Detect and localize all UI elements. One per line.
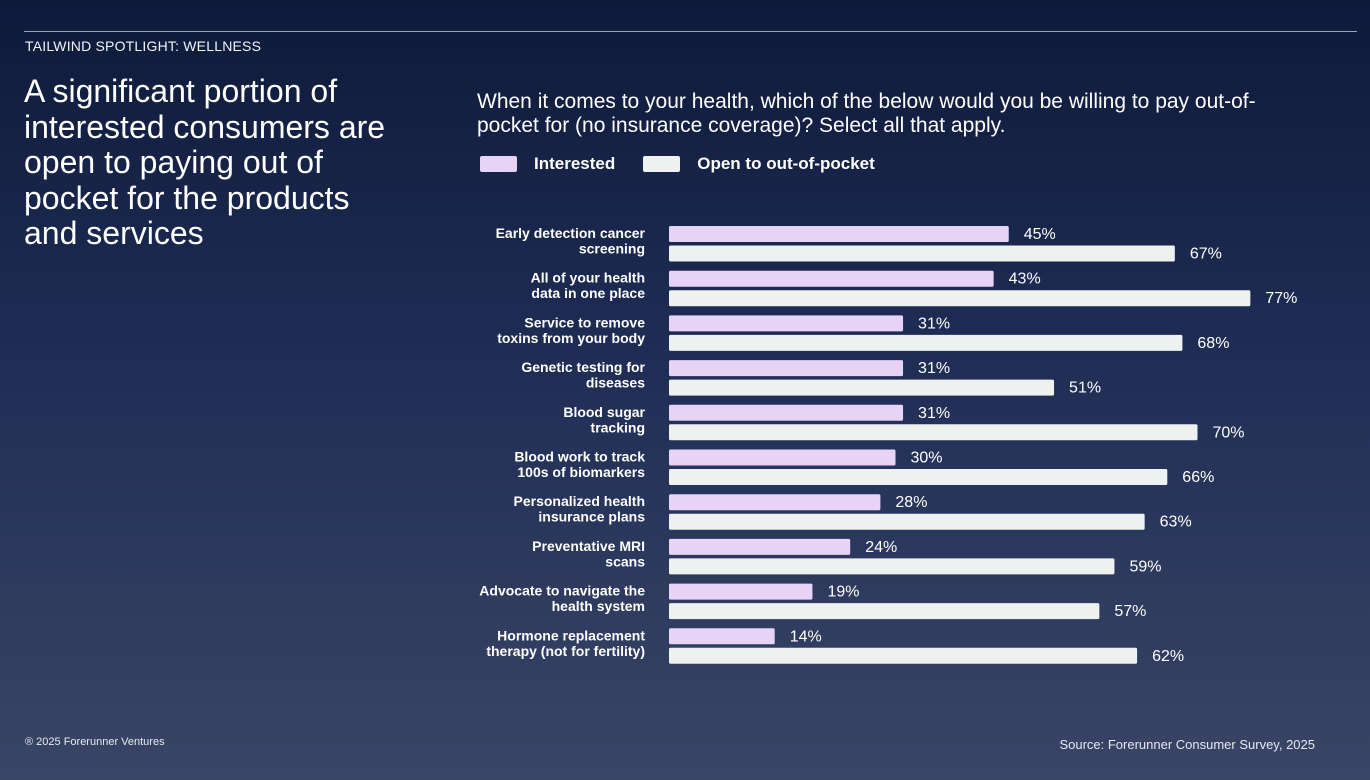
data-label: 24% xyxy=(865,539,897,556)
bar-interested xyxy=(669,404,904,421)
eyebrow-label: TAILWIND SPOTLIGHT: WELLNESS xyxy=(25,38,262,54)
bar-open xyxy=(669,334,1183,351)
category-label: Service to remove toxins from your body xyxy=(497,314,645,346)
data-label: 28% xyxy=(895,494,927,511)
top-divider xyxy=(24,31,1357,32)
data-label: 45% xyxy=(1024,226,1056,243)
source-note: Source: Forerunner Consumer Survey, 2025 xyxy=(1059,737,1315,752)
chart-legend: Interested Open to out-of-pocket xyxy=(480,154,903,174)
copyright: ® 2025 Forerunner Ventures xyxy=(25,736,165,748)
legend-swatch-interested xyxy=(480,156,517,172)
data-label: 68% xyxy=(1197,335,1229,352)
bar-interested xyxy=(669,449,896,466)
bar-open xyxy=(669,647,1138,664)
legend-label-open: Open to out-of-pocket xyxy=(697,154,875,173)
bar-interested xyxy=(669,583,813,600)
bar-interested xyxy=(669,315,904,332)
category-label: Advocate to navigate the health system xyxy=(479,583,645,615)
category-label: Blood sugar tracking xyxy=(563,404,645,436)
data-label: 77% xyxy=(1265,290,1297,307)
bar-interested xyxy=(669,360,904,377)
category-label: Blood work to track 100s of biomarkers xyxy=(514,449,645,481)
data-label: 62% xyxy=(1152,648,1184,665)
data-label: 43% xyxy=(1009,271,1041,288)
bar-interested xyxy=(669,494,881,511)
data-label: 14% xyxy=(790,628,822,645)
legend-label-interested: Interested xyxy=(534,154,616,173)
bar-open xyxy=(669,558,1115,575)
bar-interested xyxy=(669,628,775,645)
bar-interested xyxy=(669,226,1009,242)
category-label: Personalized health insurance plans xyxy=(514,493,646,525)
bar-interested xyxy=(669,538,851,555)
legend-item-interested: Interested xyxy=(480,154,615,174)
bar-chart: Early detection cancer screening 45% 67% All… xyxy=(479,225,1297,665)
data-label: 19% xyxy=(827,584,859,601)
data-label: 59% xyxy=(1129,558,1161,575)
headline: A significant portion of interested cons… xyxy=(24,73,386,251)
data-label: 67% xyxy=(1190,246,1222,263)
data-label: 51% xyxy=(1069,380,1101,397)
data-label: 31% xyxy=(918,315,950,332)
bar-open xyxy=(669,469,1168,485)
data-label: 70% xyxy=(1213,424,1245,441)
bar-open xyxy=(669,424,1198,441)
data-label: 30% xyxy=(911,450,943,467)
data-label: 31% xyxy=(918,360,950,377)
data-label: 63% xyxy=(1160,514,1192,531)
bar-interested xyxy=(669,270,994,287)
chart-title: When it comes to your health, which of t… xyxy=(477,90,1256,137)
category-label: Early detection cancer screening xyxy=(496,225,646,257)
category-label: Preventative MRI scans xyxy=(532,538,645,570)
legend-item-open: Open to out-of-pocket xyxy=(643,154,875,174)
bar-open xyxy=(669,379,1055,396)
bar-open xyxy=(669,245,1175,262)
data-label: 66% xyxy=(1182,469,1214,486)
category-label: Hormone replacement therapy (not for fert… xyxy=(486,627,645,659)
bar-open xyxy=(669,603,1100,620)
category-label: All of your health data in one place xyxy=(531,270,646,302)
data-label: 31% xyxy=(918,405,950,422)
legend-swatch-open xyxy=(643,156,681,172)
data-label: 57% xyxy=(1114,603,1146,620)
bar-open xyxy=(669,513,1145,530)
bar-open xyxy=(669,290,1251,307)
category-label: Genetic testing for diseases xyxy=(521,359,645,391)
